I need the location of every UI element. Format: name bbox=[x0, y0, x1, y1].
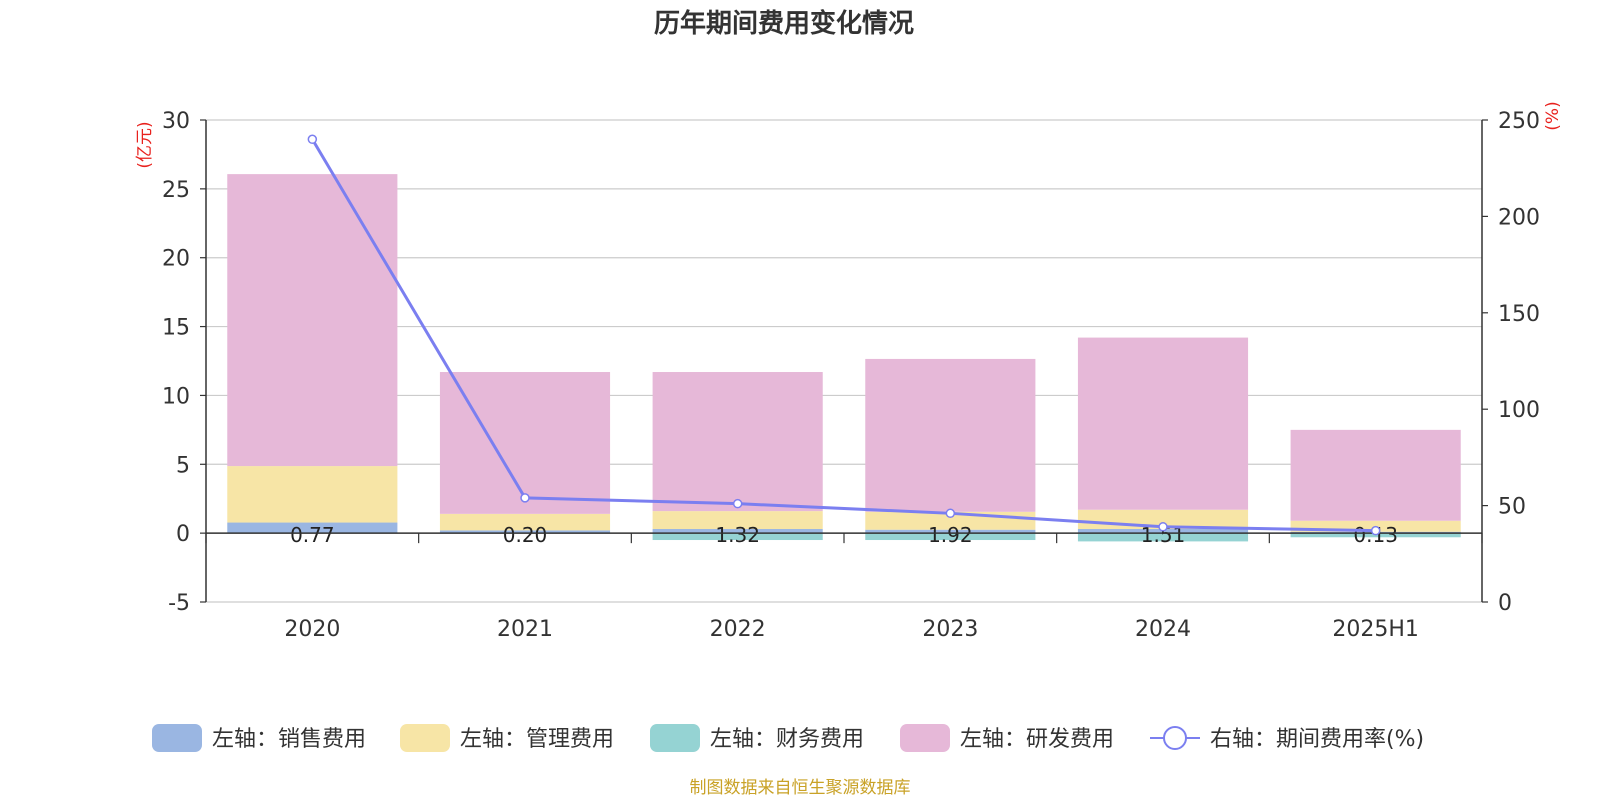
bar-segment bbox=[865, 358, 1036, 512]
rate-point bbox=[1370, 525, 1381, 536]
left-axis-tick-label: 5 bbox=[176, 453, 190, 478]
bar-segment bbox=[227, 466, 398, 523]
chart-title: 历年期间费用变化情况 bbox=[654, 8, 914, 39]
left-axis-tick-label: 25 bbox=[162, 178, 190, 203]
left-axis-tick-label: 20 bbox=[162, 247, 190, 272]
legend-label: 左轴：研发费用 bbox=[960, 727, 1114, 752]
bar-segment bbox=[652, 511, 823, 530]
axes: -5 0 5 10 15 20 25 30 0 50 100 150 200 250 2020 2021 202… bbox=[162, 109, 1540, 642]
left-axis-tick-label: -5 bbox=[168, 591, 190, 616]
rate-point bbox=[307, 134, 318, 145]
bar-segment bbox=[439, 513, 611, 531]
bar-segment bbox=[1290, 429, 1461, 521]
rate-point bbox=[1158, 522, 1168, 532]
left-axis-tick-label: 0 bbox=[176, 522, 190, 547]
left-axis-tick-label: 10 bbox=[162, 384, 190, 409]
right-axis-tick-label: 100 bbox=[1498, 398, 1540, 423]
rate-line bbox=[307, 134, 1381, 536]
left-axis-tick-label: 15 bbox=[162, 316, 190, 341]
legend-marker bbox=[1163, 726, 1187, 750]
right-axis-tick-label: 150 bbox=[1498, 302, 1540, 327]
rate-line-path bbox=[311, 138, 1376, 533]
bar-value-label: 1.32 bbox=[715, 523, 760, 547]
bar-segment bbox=[652, 372, 823, 512]
right-axis-tick-label: 250 bbox=[1498, 109, 1540, 134]
legend-swatch bbox=[650, 724, 700, 752]
x-axis-label: 2022 bbox=[710, 617, 766, 642]
right-axis-tick-label: 50 bbox=[1498, 495, 1526, 520]
rate-point bbox=[520, 493, 530, 503]
bar-segment bbox=[865, 529, 1036, 534]
bar-value-label: 1.92 bbox=[928, 523, 973, 547]
bar-segment bbox=[227, 174, 398, 467]
bar-segment bbox=[1077, 533, 1249, 542]
legend-swatch bbox=[900, 724, 950, 752]
bar-segment bbox=[227, 522, 398, 534]
legend-swatch bbox=[152, 724, 202, 752]
x-axis-label: 2020 bbox=[284, 617, 340, 642]
bar-segment bbox=[652, 533, 823, 541]
bar-segment bbox=[439, 372, 611, 514]
bar-segment bbox=[439, 530, 611, 534]
legend-label: 左轴：管理费用 bbox=[460, 727, 614, 752]
left-axis-tick-label: 30 bbox=[162, 109, 190, 134]
legend-swatch bbox=[400, 724, 450, 752]
legend-label: 左轴：销售费用 bbox=[212, 727, 366, 752]
x-axis-label: 2023 bbox=[922, 617, 978, 642]
bar-segment bbox=[652, 529, 823, 534]
right-axis-tick-label: 0 bbox=[1498, 591, 1512, 616]
right-axis-unit: (%) bbox=[1543, 101, 1563, 130]
rate-point bbox=[945, 508, 956, 519]
x-axis-label: 2025H1 bbox=[1332, 617, 1419, 642]
legend-label: 左轴：财务费用 bbox=[710, 727, 864, 752]
bars bbox=[227, 174, 1461, 542]
source-note: 制图数据来自恒生聚源数据库 bbox=[690, 778, 911, 798]
bar-value-label: 0.20 bbox=[503, 523, 548, 547]
legend: 左轴：销售费用 左轴：管理费用 左轴：财务费用 左轴：研发费用 右轴：期间费用率(%) bbox=[152, 724, 1424, 752]
rate-point bbox=[732, 498, 743, 509]
x-axis-label: 2021 bbox=[497, 617, 553, 642]
bar-segment bbox=[865, 533, 1036, 541]
bar-segment bbox=[1077, 337, 1249, 510]
left-axis-unit: (亿元) bbox=[135, 121, 155, 168]
bar-value-label: 0.77 bbox=[290, 523, 335, 547]
right-axis-tick-label: 200 bbox=[1498, 205, 1540, 230]
x-axis-label: 2024 bbox=[1135, 617, 1191, 642]
legend-label: 右轴：期间费用率(%) bbox=[1210, 727, 1424, 752]
